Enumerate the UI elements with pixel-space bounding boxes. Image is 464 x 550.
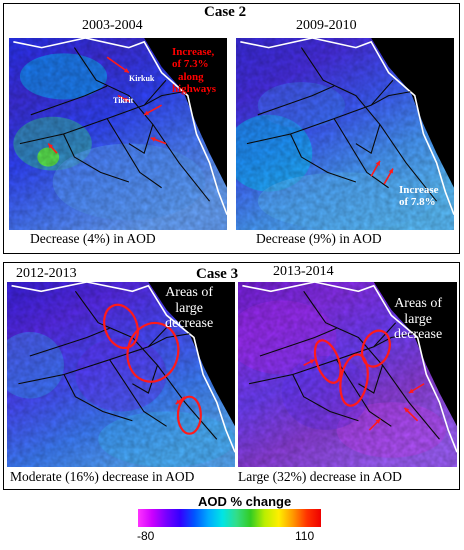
colorbar-max-label: 110 <box>295 529 315 543</box>
annotation-line: of 7.8% <box>399 196 436 209</box>
red-arrow <box>383 168 394 185</box>
highway-line <box>303 290 440 440</box>
case2-right-map <box>236 38 454 230</box>
decrease-area-circle <box>339 353 369 407</box>
country-border <box>240 38 454 215</box>
no-data-mask <box>128 38 227 188</box>
red-arrow <box>368 418 381 431</box>
no-data-mask <box>358 282 457 427</box>
aod-map-svg <box>238 282 457 467</box>
aod-map-svg <box>9 38 227 230</box>
case3-right-caption: Large (32%) decrease in AOD <box>238 469 402 484</box>
highway-line <box>373 333 414 348</box>
annotation-line: decrease <box>394 327 443 343</box>
red-arrow <box>403 407 419 422</box>
case2-label: Case 2 <box>204 4 247 20</box>
annotation-line: highways <box>172 82 217 95</box>
annotation-line: Increase, <box>172 46 215 58</box>
highway-line <box>355 124 381 155</box>
case3-left-caption: Moderate (16%) decrease in AOD <box>10 469 195 484</box>
city-label-kirkuk: Kirkuk <box>129 74 155 83</box>
annotation-line: Areas of <box>165 285 213 300</box>
highway-line <box>300 47 437 202</box>
case2-left-period: 2003-2004 <box>82 18 143 33</box>
case2-left-annotation: Increase, of 7.3% along highways <box>172 46 216 95</box>
annotation-line: Areas of <box>394 296 442 311</box>
decrease-area-circle <box>176 395 202 435</box>
red-arrow <box>370 160 381 177</box>
country-border <box>13 38 227 215</box>
case3-right-map <box>238 282 457 467</box>
highway-line <box>73 47 210 202</box>
case3-label: Case 3 <box>196 266 239 282</box>
colorbar-gradient <box>138 509 321 527</box>
annotation-line: large <box>175 300 203 316</box>
case3-left-annotation: Areas of large decrease <box>165 285 213 332</box>
colorbar-min-label: -80 <box>137 529 155 543</box>
annotation-line: large <box>404 311 432 327</box>
no-data-mask <box>355 38 454 188</box>
highway-line <box>370 91 411 106</box>
highway-line <box>333 118 389 189</box>
country-border <box>242 282 457 453</box>
colorbar-title: AOD % change <box>198 494 292 509</box>
red-arrow <box>47 143 58 154</box>
red-arrow <box>150 137 167 145</box>
annotation-line: of 7.3% <box>172 58 209 71</box>
highway-line <box>257 85 335 116</box>
red-arrow <box>175 396 186 405</box>
highway-line <box>292 374 359 422</box>
highway-line <box>63 133 130 183</box>
no-data-mask <box>132 282 235 427</box>
case2-left-map <box>9 38 227 230</box>
case3-right-annotation: Areas of large decrease <box>394 296 442 343</box>
annotation-line: along <box>178 70 204 83</box>
annotation-line: Increase <box>399 184 439 196</box>
highway-line <box>63 374 133 422</box>
highway-line <box>30 85 108 116</box>
case3-right-period: 2013-2014 <box>273 264 334 279</box>
highway-line <box>290 133 357 183</box>
aod-map-svg <box>236 38 454 230</box>
city-label-tikrit: Tikrit <box>113 96 134 105</box>
red-arrow <box>117 94 130 103</box>
decrease-area-circle <box>126 321 180 383</box>
highway-line <box>109 359 167 427</box>
decrease-area-circle <box>360 329 391 368</box>
highway-line <box>358 365 384 394</box>
red-arrow <box>106 56 130 74</box>
highway-line <box>106 118 162 189</box>
case3-left-map <box>7 282 235 467</box>
highway-line <box>143 91 184 106</box>
case3-left-period: 2012-2013 <box>16 266 77 281</box>
red-arrow <box>143 104 162 116</box>
highway-line <box>148 333 190 348</box>
case2-right-caption: Decrease (9%) in AOD <box>256 231 382 246</box>
highway-line <box>132 365 159 394</box>
highway-line <box>74 290 218 440</box>
highway-line <box>259 327 337 357</box>
case2-right-annotation: Increase of 7.8% <box>399 184 439 209</box>
red-arrow <box>303 358 316 366</box>
highway-line <box>128 124 154 155</box>
country-border <box>11 282 235 453</box>
red-arrow <box>408 383 425 394</box>
decrease-area-circle <box>313 339 342 384</box>
highway-line <box>29 327 110 357</box>
case2-right-period: 2009-2010 <box>296 18 357 33</box>
aod-map-svg <box>7 282 235 467</box>
case2-left-caption: Decrease (4%) in AOD <box>30 231 156 246</box>
annotation-line: decrease <box>165 316 214 332</box>
